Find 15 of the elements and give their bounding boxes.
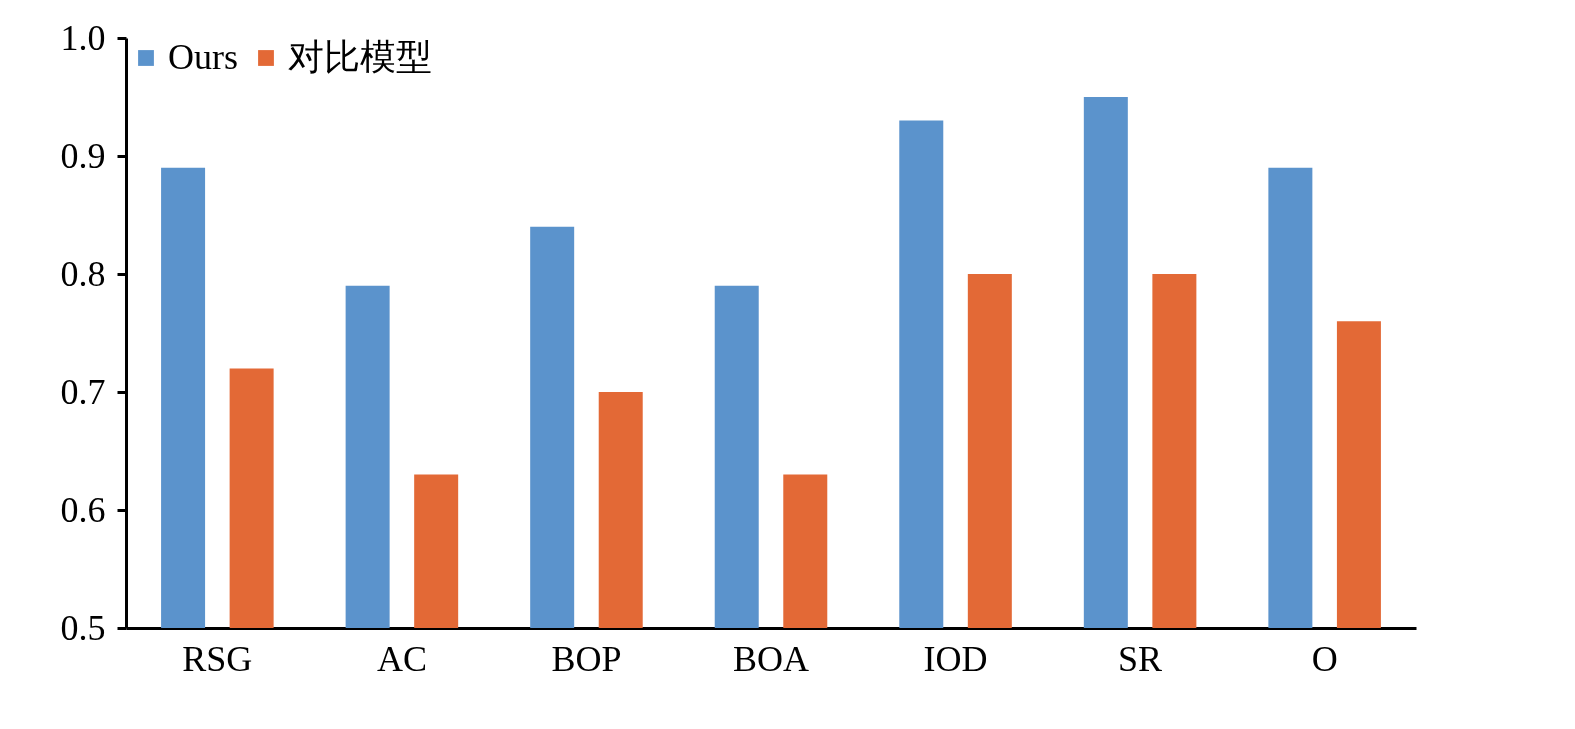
x-tick-label: IOD (923, 638, 988, 679)
y-tick-label: 1.0 (60, 17, 106, 58)
x-tick-label: BOP (551, 638, 622, 679)
x-tick-label: RSG (182, 638, 253, 679)
y-tick-label: 0.8 (60, 253, 106, 294)
x-tick-label: O (1311, 638, 1338, 679)
x-tick-label: AC (376, 638, 427, 679)
x-tick-label: SR (1118, 638, 1163, 679)
x-tick-label: BOA (732, 638, 810, 679)
y-tick-label: 0.6 (60, 489, 106, 530)
y-tick-label: 0.5 (60, 607, 106, 648)
legend-label: Ours (168, 37, 238, 77)
legend-label: 对比模型 (288, 37, 432, 77)
y-tick-label: 0.9 (60, 135, 106, 176)
y-tick-label: 0.7 (60, 371, 106, 412)
